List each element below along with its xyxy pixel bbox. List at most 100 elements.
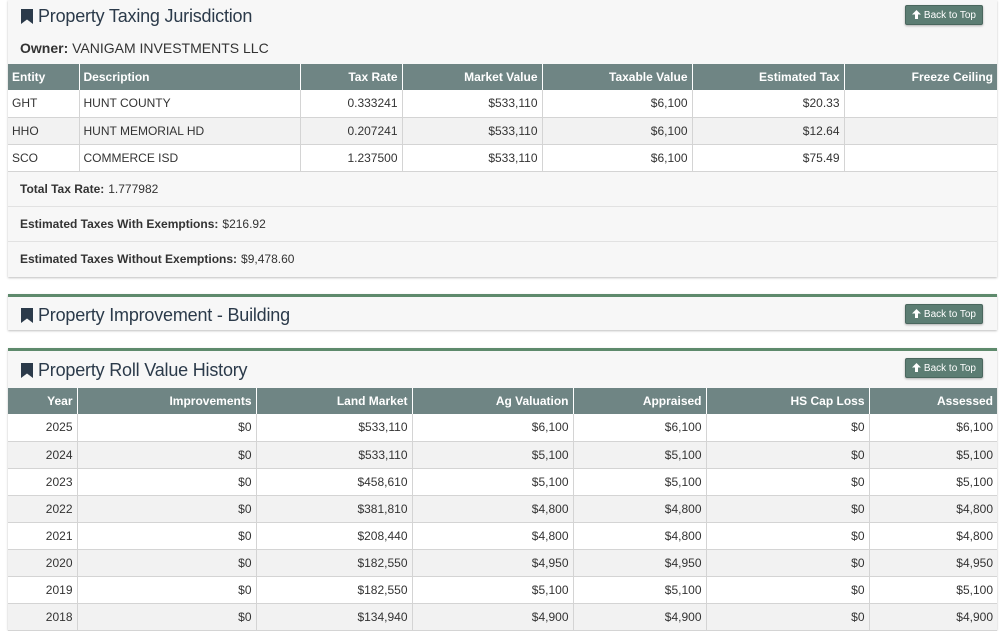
table-cell: $5,100 bbox=[412, 576, 574, 604]
table-cell: $0 bbox=[77, 549, 257, 577]
jurisdiction-table-wrap: Entity Description Tax Rate Market Value… bbox=[8, 64, 997, 277]
taxes-without-exemptions: Estimated Taxes Without Exemptions: $9,4… bbox=[8, 241, 997, 277]
summary-label: Estimated Taxes With Exemptions: bbox=[20, 216, 219, 231]
table-cell: GHT bbox=[8, 90, 80, 118]
table-header-row: Year Improvements Land Market Ag Valuati… bbox=[8, 388, 997, 414]
taxes-with-exemptions: Estimated Taxes With Exemptions: $216.92 bbox=[8, 206, 997, 242]
roll-value-history-panel: Property Roll Value History Back to Top … bbox=[8, 348, 997, 631]
table-cell: $533,110 bbox=[402, 90, 543, 118]
table-cell: $0 bbox=[706, 441, 870, 469]
table-cell: $0 bbox=[77, 468, 257, 496]
table-row: HHO HUNT MEMORIAL HD 0.207241 $533,110 $… bbox=[8, 117, 997, 145]
table-cell: $4,800 bbox=[869, 495, 997, 523]
section-title: Property Roll Value History bbox=[21, 360, 248, 381]
table-cell: $6,100 bbox=[542, 117, 693, 145]
table-row: GHT HUNT COUNTY 0.333241 $533,110 $6,100… bbox=[8, 90, 997, 118]
table-cell: $4,800 bbox=[573, 522, 707, 550]
table-cell: $5,100 bbox=[573, 576, 707, 604]
table-cell: 2025 bbox=[8, 414, 78, 442]
table-cell: 0.333241 bbox=[300, 90, 403, 118]
table-row: 2020 $0 $182,550 $4,950 $4,950 $0 $4,950 bbox=[8, 549, 997, 577]
table-row: 2018 $0 $134,940 $4,900 $4,900 $0 $4,900 bbox=[8, 603, 997, 631]
column-header[interactable]: HS Cap Loss bbox=[706, 388, 870, 414]
table-cell: $0 bbox=[77, 441, 257, 469]
table-cell: $5,100 bbox=[412, 441, 574, 469]
bookmark-icon bbox=[21, 9, 33, 24]
owner-line: Owner: VANIGAM INVESTMENTS LLC bbox=[20, 40, 269, 56]
table-cell: 2023 bbox=[8, 468, 78, 496]
bookmark-icon bbox=[21, 308, 33, 323]
table-cell bbox=[844, 90, 997, 118]
column-header[interactable]: Appraised bbox=[573, 388, 707, 414]
column-header[interactable]: Tax Rate bbox=[300, 64, 403, 90]
table-cell: SCO bbox=[8, 144, 80, 172]
table-cell: $533,110 bbox=[256, 441, 413, 469]
taxing-jurisdiction-panel: Property Taxing Jurisdiction Back to Top… bbox=[8, 0, 997, 277]
column-header[interactable]: Ag Valuation bbox=[412, 388, 574, 414]
table-cell: $533,110 bbox=[256, 414, 413, 442]
summary-value: 1.777982 bbox=[108, 181, 159, 196]
owner-label: Owner: bbox=[20, 40, 69, 56]
table-cell: $182,550 bbox=[256, 576, 413, 604]
table-cell: $4,950 bbox=[869, 549, 997, 577]
column-header[interactable]: Taxable Value bbox=[542, 64, 693, 90]
section-title-text: Property Roll Value History bbox=[38, 360, 248, 380]
table-cell: $4,950 bbox=[412, 549, 574, 577]
table-cell: 2022 bbox=[8, 495, 78, 523]
section-title-text: Property Improvement - Building bbox=[38, 305, 290, 325]
table-cell: $0 bbox=[706, 522, 870, 550]
table-cell: $0 bbox=[77, 576, 257, 604]
section-title-text: Property Taxing Jurisdiction bbox=[38, 6, 253, 26]
table-row: 2021 $0 $208,440 $4,800 $4,800 $0 $4,800 bbox=[8, 522, 997, 550]
table-cell: $4,800 bbox=[573, 495, 707, 523]
summary-label: Total Tax Rate: bbox=[20, 181, 105, 196]
back-to-top-button[interactable]: Back to Top bbox=[904, 304, 983, 324]
back-to-top-button[interactable]: Back to Top bbox=[904, 358, 983, 378]
column-header[interactable]: Freeze Ceiling bbox=[844, 64, 997, 90]
column-header[interactable]: Land Market bbox=[256, 388, 413, 414]
panel-header: Property Improvement - Building Back to … bbox=[8, 297, 997, 327]
panel-header: Property Roll Value History Back to Top bbox=[8, 351, 997, 388]
table-cell: $6,100 bbox=[869, 414, 997, 442]
back-to-top-button[interactable]: Back to Top bbox=[904, 5, 983, 25]
table-cell: $5,100 bbox=[869, 576, 997, 604]
column-header[interactable]: Market Value bbox=[402, 64, 543, 90]
column-header[interactable]: Year bbox=[8, 388, 78, 414]
table-cell: $381,810 bbox=[256, 495, 413, 523]
total-tax-rate: Total Tax Rate: 1.777982 bbox=[8, 171, 997, 207]
table-cell: HUNT MEMORIAL HD bbox=[79, 117, 301, 145]
column-header[interactable]: Description bbox=[79, 64, 301, 90]
column-header[interactable]: Improvements bbox=[77, 388, 257, 414]
arrow-up-icon bbox=[911, 9, 921, 21]
table-cell bbox=[844, 144, 997, 172]
table-cell: $0 bbox=[706, 414, 870, 442]
column-header[interactable]: Estimated Tax bbox=[692, 64, 845, 90]
table-cell: $4,900 bbox=[869, 603, 997, 631]
column-header[interactable]: Entity bbox=[8, 64, 80, 90]
table-cell: 2024 bbox=[8, 441, 78, 469]
table-cell: $533,110 bbox=[402, 144, 543, 172]
table-row: 2023 $0 $458,610 $5,100 $5,100 $0 $5,100 bbox=[8, 468, 997, 496]
table-cell: $6,100 bbox=[573, 414, 707, 442]
table-cell: $5,100 bbox=[412, 468, 574, 496]
summary-label: Estimated Taxes Without Exemptions: bbox=[20, 252, 238, 266]
table-cell: $0 bbox=[706, 549, 870, 577]
table-cell: $0 bbox=[706, 603, 870, 631]
arrow-up-icon bbox=[911, 362, 921, 374]
table-cell bbox=[844, 117, 997, 145]
value-history-table: Year Improvements Land Market Ag Valuati… bbox=[8, 388, 997, 631]
table-row: 2022 $0 $381,810 $4,800 $4,800 $0 $4,800 bbox=[8, 495, 997, 523]
table-cell: $4,800 bbox=[412, 522, 574, 550]
table-cell: $5,100 bbox=[869, 441, 997, 469]
table-cell: $5,100 bbox=[573, 468, 707, 496]
table-cell: 0.207241 bbox=[300, 117, 403, 145]
table-cell: 2021 bbox=[8, 522, 78, 550]
jurisdiction-table: Entity Description Tax Rate Market Value… bbox=[8, 64, 997, 172]
table-row: 2019 $0 $182,550 $5,100 $5,100 $0 $5,100 bbox=[8, 576, 997, 604]
column-header[interactable]: Assessed bbox=[869, 388, 997, 414]
table-cell: $0 bbox=[77, 495, 257, 523]
section-title: Property Taxing Jurisdiction bbox=[21, 6, 252, 27]
bookmark-icon bbox=[21, 363, 33, 378]
table-cell: $12.64 bbox=[692, 117, 845, 145]
table-cell: $182,550 bbox=[256, 549, 413, 577]
